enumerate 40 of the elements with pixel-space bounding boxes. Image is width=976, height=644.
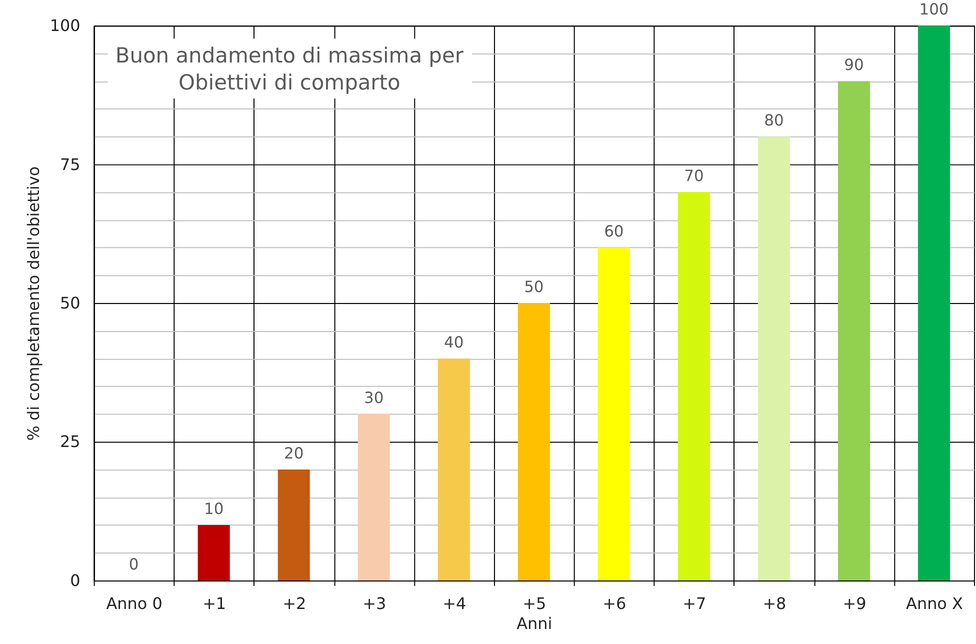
data-label: 40 [444, 334, 464, 352]
x-tick-label: +9 [842, 594, 866, 613]
text: Buon andamento di massima per Obiettivi di comparto [115, 44, 464, 94]
data-label: 30 [364, 389, 384, 408]
bar [438, 358, 470, 580]
data-label: 50 [524, 278, 544, 296]
data-label: 90 [844, 56, 864, 74]
y-tick-label: 25 [60, 432, 80, 452]
bar [758, 136, 790, 580]
x-tick-label: +8 [762, 594, 786, 613]
bar [518, 303, 550, 580]
x-axis-title: Anni [516, 614, 552, 633]
bar [678, 192, 710, 580]
y-tick-label: 50 [60, 294, 80, 313]
data-label: 60 [604, 222, 624, 241]
x-tick-label: Anno X [906, 594, 964, 613]
x-tick-label: +6 [602, 594, 626, 613]
bar [278, 469, 310, 580]
data-label: 0 [128, 555, 139, 574]
data-label: 80 [764, 112, 784, 130]
y-tick-label: 100 [50, 16, 80, 36]
data-label: 10 [204, 500, 224, 518]
data-label: 20 [284, 444, 304, 463]
x-tick-label: +5 [522, 594, 546, 613]
x-tick-label: +1 [202, 594, 226, 613]
x-tick-label: Anno 0 [106, 594, 162, 613]
data-label: 100 [919, 0, 949, 19]
bar [838, 81, 870, 580]
x-tick-label: +4 [442, 594, 466, 613]
data-label: 70 [684, 167, 704, 186]
bar [598, 248, 630, 580]
y-tick-label: 0 [70, 570, 80, 590]
bar [358, 414, 390, 580]
y-axis-title: % di completamento dell'obiettivo [24, 166, 43, 441]
bar [918, 26, 950, 580]
x-tick-label: +3 [362, 594, 386, 613]
y-tick-label: 75 [60, 154, 80, 174]
bar [198, 524, 230, 580]
x-tick-label: +2 [282, 594, 306, 613]
x-tick-label: +7 [682, 594, 706, 613]
